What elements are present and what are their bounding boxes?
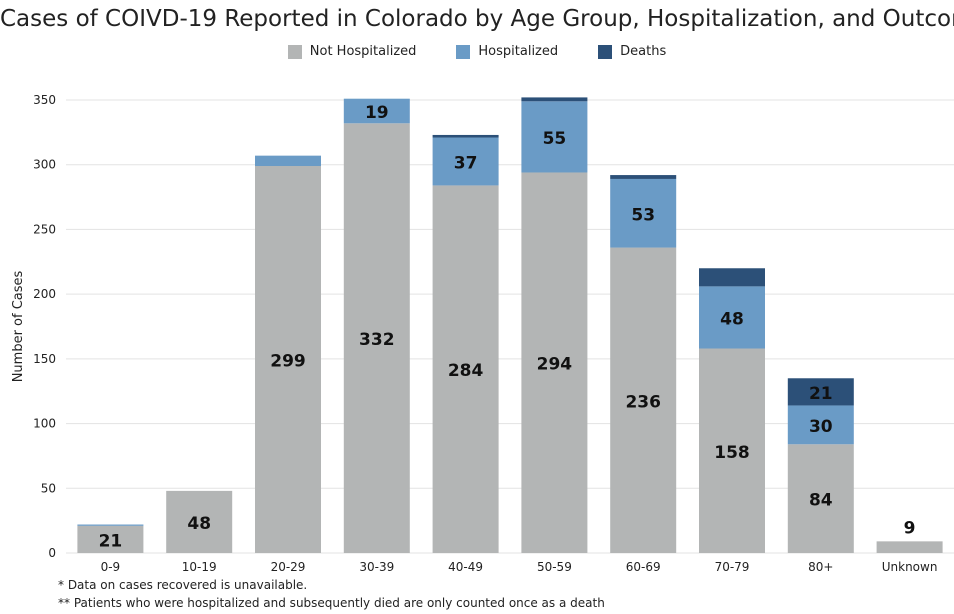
bar-hospitalized-80- — [787, 405, 854, 445]
data-label-not-hospitalized-0-9: 21 — [99, 531, 123, 551]
bar-deaths-60-69 — [610, 175, 677, 179]
y-axis-label: Number of Cases — [11, 270, 26, 382]
data-label-not-hospitalized-10-19: 48 — [187, 514, 211, 534]
data-label-not-hospitalized-unknown: 9 — [904, 518, 916, 538]
data-label-not-hospitalized-50-59: 294 — [537, 355, 573, 375]
bar-not-hospitalized-80- — [787, 444, 854, 553]
bar-not-hospitalized-50-59 — [521, 172, 588, 554]
x-tick-label-70-79: 70-79 — [715, 560, 750, 574]
bar-not-hospitalized-30-39 — [343, 123, 410, 553]
footnote-recovered: * Data on cases recovered is unavailable… — [58, 578, 308, 592]
x-tick-label-40-49: 40-49 — [448, 560, 483, 574]
bar-hospitalized-20-29 — [255, 155, 321, 167]
data-label-deaths-80-: 21 — [809, 384, 833, 404]
bar-not-hospitalized-unknown — [876, 541, 943, 553]
y-tick-label-350: 350 — [33, 93, 56, 107]
bar-not-hospitalized-40-49 — [432, 185, 499, 553]
bar-hospitalized-40-49 — [432, 137, 499, 186]
x-tick-label-unknown: Unknown — [882, 560, 938, 574]
bar-not-hospitalized-0-9 — [77, 525, 144, 553]
legend-item-deaths: Deaths — [598, 44, 666, 59]
data-label-hospitalized-50-59: 55 — [543, 129, 567, 149]
x-tick-label-30-39: 30-39 — [359, 560, 394, 574]
data-label-hospitalized-80-: 30 — [809, 417, 833, 437]
y-tick-label-150: 150 — [33, 352, 56, 366]
data-label-hospitalized-40-49: 37 — [454, 153, 478, 173]
bar-deaths-80- — [787, 378, 854, 406]
bar-not-hospitalized-10-19 — [166, 490, 233, 553]
x-tick-label-20-29: 20-29 — [271, 560, 306, 574]
legend-swatch-deaths — [598, 44, 613, 59]
legend-item-not-hospitalized: Not Hospitalized — [287, 44, 417, 59]
y-tick-label-0: 0 — [48, 546, 56, 560]
bar-deaths-50-59 — [521, 97, 588, 102]
bar-hospitalized-60-69 — [610, 178, 677, 248]
legend-label-not-hospitalized: Not Hospitalized — [309, 44, 417, 59]
data-label-hospitalized-70-79: 48 — [720, 309, 744, 329]
x-tick-label-10-19: 10-19 — [182, 560, 217, 574]
data-label-not-hospitalized-20-29: 299 — [270, 352, 306, 372]
footnote-deaths: ** Patients who were hospitalized and su… — [58, 596, 605, 610]
bar-hospitalized-0-9 — [77, 524, 144, 526]
data-label-not-hospitalized-70-79: 158 — [714, 443, 750, 463]
data-label-hospitalized-30-39: 19 — [365, 103, 389, 123]
bar-hospitalized-30-39 — [343, 98, 410, 124]
x-tick-label-80-: 80+ — [808, 560, 833, 574]
y-tick-label-300: 300 — [33, 158, 56, 172]
x-tick-label-60-69: 60-69 — [626, 560, 661, 574]
y-tick-label-100: 100 — [33, 417, 56, 431]
data-label-not-hospitalized-80-: 84 — [809, 491, 833, 511]
legend-swatch-hospitalized — [456, 44, 471, 59]
x-tick-label-50-59: 50-59 — [537, 560, 572, 574]
bar-deaths-40-49 — [432, 134, 499, 138]
bar-hospitalized-50-59 — [521, 101, 588, 173]
y-tick-label-250: 250 — [33, 222, 56, 236]
legend-item-hospitalized: Hospitalized — [456, 44, 558, 59]
data-label-not-hospitalized-60-69: 236 — [625, 392, 661, 412]
x-tick-label-0-9: 0-9 — [101, 560, 121, 574]
chart-title: Cases of COIVD-19 Reported in Colorado b… — [0, 6, 954, 32]
legend-label-deaths: Deaths — [620, 44, 667, 59]
data-label-not-hospitalized-40-49: 284 — [448, 361, 484, 381]
bar-not-hospitalized-60-69 — [610, 247, 677, 553]
chart-legend: Not Hospitalized Hospitalized Deaths — [0, 44, 954, 59]
y-tick-label-200: 200 — [33, 287, 56, 301]
legend-swatch-not-hospitalized — [287, 44, 302, 59]
legend-label-hospitalized: Hospitalized — [478, 44, 559, 59]
data-label-hospitalized-60-69: 53 — [631, 205, 655, 225]
data-label-not-hospitalized-30-39: 332 — [359, 330, 395, 350]
bar-deaths-70-79 — [699, 268, 765, 287]
bar-not-hospitalized-70-79 — [699, 348, 765, 553]
bar-not-hospitalized-20-29 — [255, 166, 321, 553]
bar-hospitalized-70-79 — [699, 286, 765, 349]
y-tick-label-50: 50 — [41, 481, 56, 495]
